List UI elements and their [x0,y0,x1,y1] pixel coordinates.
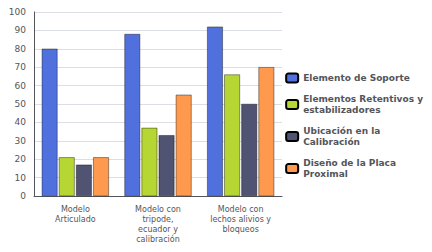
svg-text:10: 10 [15,173,27,183]
svg-text:40: 40 [15,117,27,127]
svg-text:100: 100 [9,7,26,17]
svg-text:70: 70 [15,62,27,72]
svg-text:80: 80 [15,44,27,54]
svg-text:Modelo con: Modelo con [218,205,264,214]
svg-text:Modelo: Modelo [61,205,90,214]
svg-text:bloqueos: bloqueos [223,225,259,234]
svg-text:Elementos Retentivos y: Elementos Retentivos y [303,94,423,104]
svg-text:60: 60 [15,81,27,91]
svg-text:Proximal: Proximal [303,169,348,179]
svg-text:Ubicación en la: Ubicación en la [303,126,380,136]
svg-text:0: 0 [20,191,26,201]
svg-text:Articulado: Articulado [55,215,96,224]
svg-text:20: 20 [15,154,27,164]
svg-text:calibración: calibración [136,234,180,244]
svg-text:ecuador y: ecuador y [138,225,178,234]
svg-text:30: 30 [15,136,27,146]
svg-text:tripode,: tripode, [142,215,173,224]
svg-text:lechos alivios y: lechos alivios y [210,215,271,224]
svg-text:estabilizadores: estabilizadores [303,105,380,115]
svg-text:50: 50 [15,99,27,109]
svg-text:Elemento de Soporte: Elemento de Soporte [303,73,410,83]
svg-text:Modelo con: Modelo con [135,205,181,214]
svg-text:Diseño de la Placa: Diseño de la Placa [303,158,396,168]
svg-text:Calibración: Calibración [303,137,360,147]
svg-text:90: 90 [15,25,27,35]
